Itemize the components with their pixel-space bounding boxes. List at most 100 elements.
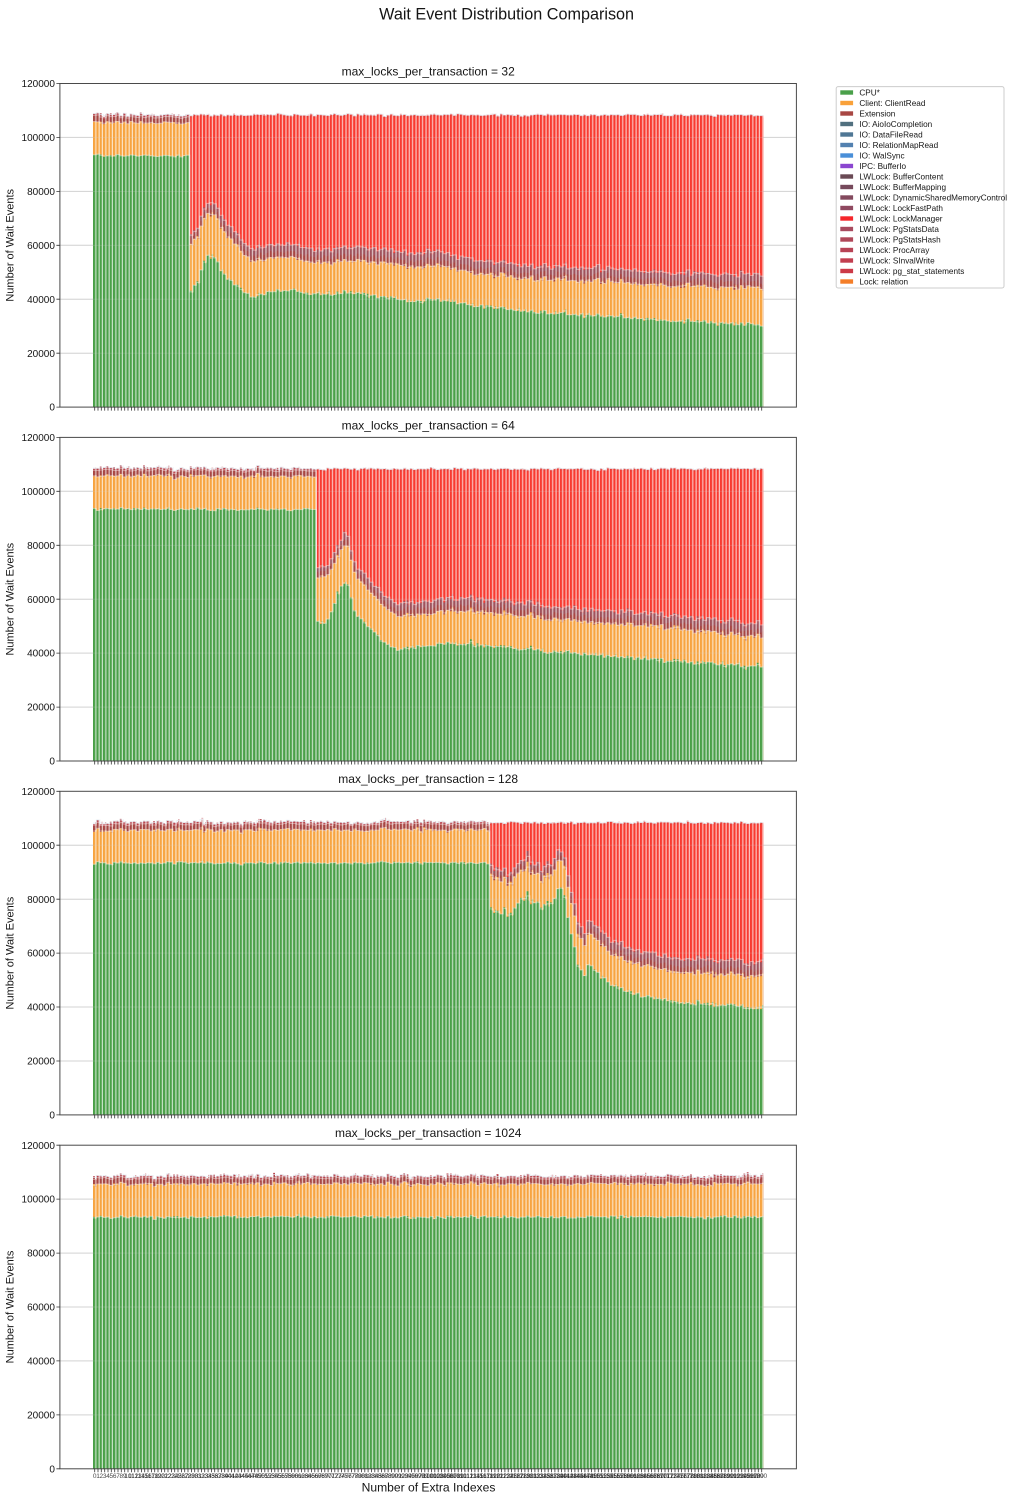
svg-text:34: 34: [204, 1473, 212, 1480]
svg-text:37: 37: [214, 1473, 222, 1480]
svg-text:152: 152: [596, 1473, 607, 1480]
svg-text:106: 106: [443, 1473, 454, 1480]
svg-text:78: 78: [351, 1473, 359, 1480]
svg-text:147: 147: [579, 1473, 590, 1480]
svg-text:60000: 60000: [27, 241, 55, 252]
svg-text:63: 63: [301, 1473, 309, 1480]
svg-text:7: 7: [116, 1473, 120, 1480]
svg-text:33: 33: [201, 1473, 209, 1480]
svg-text:151: 151: [593, 1473, 604, 1480]
svg-text:40000: 40000: [27, 1003, 55, 1014]
svg-text:76: 76: [344, 1473, 352, 1480]
svg-text:80000: 80000: [27, 187, 55, 198]
svg-text:85: 85: [374, 1473, 382, 1480]
svg-text:59: 59: [288, 1473, 296, 1480]
svg-text:Extension: Extension: [859, 109, 895, 118]
svg-text:1: 1: [96, 1473, 100, 1480]
svg-text:149: 149: [586, 1473, 597, 1480]
svg-text:198: 198: [750, 1473, 761, 1480]
svg-text:3: 3: [103, 1473, 107, 1480]
svg-text:103: 103: [433, 1473, 444, 1480]
svg-text:95: 95: [408, 1473, 416, 1480]
svg-text:130: 130: [523, 1473, 534, 1480]
svg-text:196: 196: [743, 1473, 754, 1480]
svg-text:139: 139: [553, 1473, 564, 1480]
svg-text:131: 131: [526, 1473, 537, 1480]
svg-text:49: 49: [254, 1473, 262, 1480]
svg-text:154: 154: [603, 1473, 614, 1480]
svg-text:165: 165: [639, 1473, 650, 1480]
svg-text:108: 108: [449, 1473, 460, 1480]
svg-text:127: 127: [513, 1473, 524, 1480]
svg-text:107: 107: [446, 1473, 457, 1480]
svg-text:100000: 100000: [22, 133, 56, 144]
svg-text:161: 161: [626, 1473, 637, 1480]
svg-text:LWLock: LockFastPath: LWLock: LockFastPath: [859, 204, 943, 213]
svg-text:80: 80: [358, 1473, 366, 1480]
svg-text:101: 101: [426, 1473, 437, 1480]
svg-text:124: 124: [503, 1473, 514, 1480]
svg-text:2: 2: [99, 1473, 103, 1480]
svg-text:54: 54: [271, 1473, 279, 1480]
svg-text:10: 10: [124, 1473, 132, 1480]
svg-text:170: 170: [656, 1473, 667, 1480]
svg-text:24: 24: [171, 1473, 179, 1480]
svg-text:175: 175: [673, 1473, 684, 1480]
svg-text:80000: 80000: [27, 895, 55, 906]
svg-text:199: 199: [753, 1473, 764, 1480]
svg-text:79: 79: [354, 1473, 362, 1480]
svg-text:186: 186: [710, 1473, 721, 1480]
svg-text:100000: 100000: [22, 487, 56, 498]
svg-text:143: 143: [566, 1473, 577, 1480]
svg-text:73: 73: [334, 1473, 342, 1480]
svg-text:100000: 100000: [22, 1195, 56, 1206]
svg-text:20000: 20000: [27, 1411, 55, 1422]
svg-text:178: 178: [683, 1473, 694, 1480]
svg-text:LWLock: BufferContent: LWLock: BufferContent: [859, 172, 944, 181]
svg-text:181: 181: [693, 1473, 704, 1480]
svg-text:62: 62: [298, 1473, 306, 1480]
svg-text:74: 74: [338, 1473, 346, 1480]
svg-text:0: 0: [49, 1111, 55, 1122]
svg-text:77: 77: [348, 1473, 356, 1480]
svg-text:Number of Extra Indexes: Number of Extra Indexes: [362, 1480, 496, 1494]
svg-text:135: 135: [539, 1473, 550, 1480]
svg-text:180: 180: [690, 1473, 701, 1480]
svg-text:8: 8: [119, 1473, 123, 1480]
svg-text:125: 125: [506, 1473, 517, 1480]
svg-text:190: 190: [723, 1473, 734, 1480]
svg-text:IO: WalSync: IO: WalSync: [859, 151, 904, 160]
svg-text:Number of Wait Events: Number of Wait Events: [5, 1250, 17, 1363]
svg-text:max_locks_per_transaction = 12: max_locks_per_transaction = 128: [338, 772, 518, 786]
svg-text:14: 14: [138, 1473, 146, 1480]
svg-text:IO: RelationMapRead: IO: RelationMapRead: [859, 141, 938, 150]
svg-text:184: 184: [703, 1473, 714, 1480]
svg-text:86: 86: [378, 1473, 386, 1480]
svg-text:72: 72: [331, 1473, 339, 1480]
svg-text:138: 138: [549, 1473, 560, 1480]
svg-text:167: 167: [646, 1473, 657, 1480]
svg-text:21: 21: [161, 1473, 169, 1480]
svg-text:141: 141: [559, 1473, 570, 1480]
svg-text:LWLock: LockManager: LWLock: LockManager: [859, 214, 942, 223]
svg-text:195: 195: [740, 1473, 751, 1480]
svg-text:28: 28: [184, 1473, 192, 1480]
svg-text:0: 0: [93, 1473, 97, 1480]
svg-text:58: 58: [284, 1473, 292, 1480]
svg-text:50: 50: [258, 1473, 266, 1480]
svg-text:Client: ClientRead: Client: ClientRead: [859, 99, 925, 108]
svg-text:26: 26: [178, 1473, 186, 1480]
svg-text:144: 144: [569, 1473, 580, 1480]
svg-text:CPU*: CPU*: [859, 88, 880, 97]
svg-text:192: 192: [730, 1473, 741, 1480]
svg-text:17: 17: [148, 1473, 156, 1480]
svg-text:112: 112: [463, 1473, 474, 1480]
svg-text:39: 39: [221, 1473, 229, 1480]
svg-text:38: 38: [218, 1473, 226, 1480]
svg-text:82: 82: [364, 1473, 372, 1480]
svg-text:182: 182: [696, 1473, 707, 1480]
svg-text:133: 133: [533, 1473, 544, 1480]
svg-text:LWLock: SInvalWrite: LWLock: SInvalWrite: [859, 256, 935, 265]
svg-text:136: 136: [543, 1473, 554, 1480]
svg-text:129: 129: [519, 1473, 530, 1480]
